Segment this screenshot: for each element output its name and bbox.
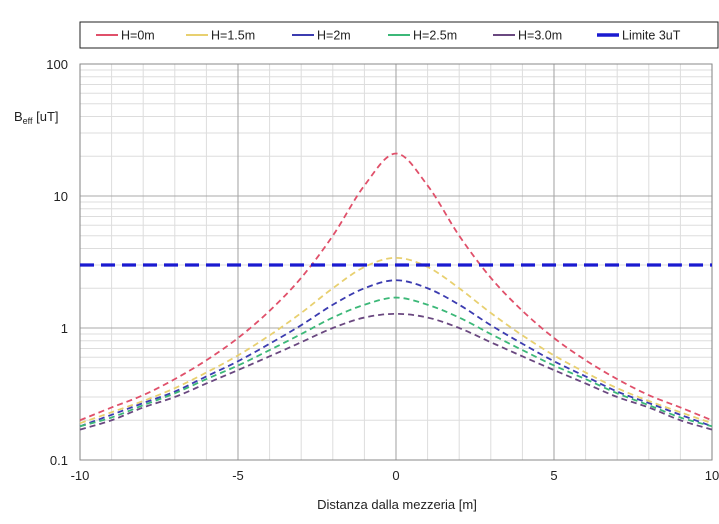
- series-line: [79, 152, 713, 422]
- x-axis-label: Distanza dalla mezzeria [m]: [317, 497, 477, 512]
- series-line: [79, 296, 713, 428]
- series-layer: [79, 152, 713, 431]
- y-tick-label: 0.1: [50, 453, 68, 468]
- legend-label: H=3.0m: [518, 29, 562, 43]
- series-line: [79, 312, 713, 431]
- x-tick-label: 5: [550, 468, 557, 483]
- y-axis-label-subscript: eff: [23, 116, 33, 126]
- series-line: [79, 279, 713, 428]
- y-tick-label: 100: [46, 57, 68, 72]
- legend-label: Limite 3uT: [622, 29, 681, 43]
- legend-label: H=1.5m: [211, 29, 255, 43]
- y-axis-label-unit: [uT]: [33, 109, 59, 124]
- x-tick-label: 0: [392, 468, 399, 483]
- legend-label: H=0m: [121, 29, 155, 43]
- y-axis-label-main: B: [14, 109, 23, 124]
- legend-label: H=2.5m: [413, 29, 457, 43]
- legend: H=0m H=1.5m H=2m H=2.5m H=3.0m Limite 3uT: [79, 21, 719, 49]
- x-tick-label: -10: [71, 468, 90, 483]
- x-tick-label: -5: [232, 468, 244, 483]
- x-tick-label: 10: [705, 468, 719, 483]
- y-axis-label: Beff [uT]: [14, 109, 59, 126]
- y-tick-labels: 0.1 1 10 100: [46, 57, 68, 468]
- y-tick-label: 10: [54, 189, 68, 204]
- legend-label: H=2m: [317, 29, 351, 43]
- y-tick-label: 1: [61, 321, 68, 336]
- plot-frame: [79, 63, 713, 461]
- series-line: [79, 256, 713, 425]
- x-tick-labels: -10 -5 0 5 10: [71, 468, 719, 483]
